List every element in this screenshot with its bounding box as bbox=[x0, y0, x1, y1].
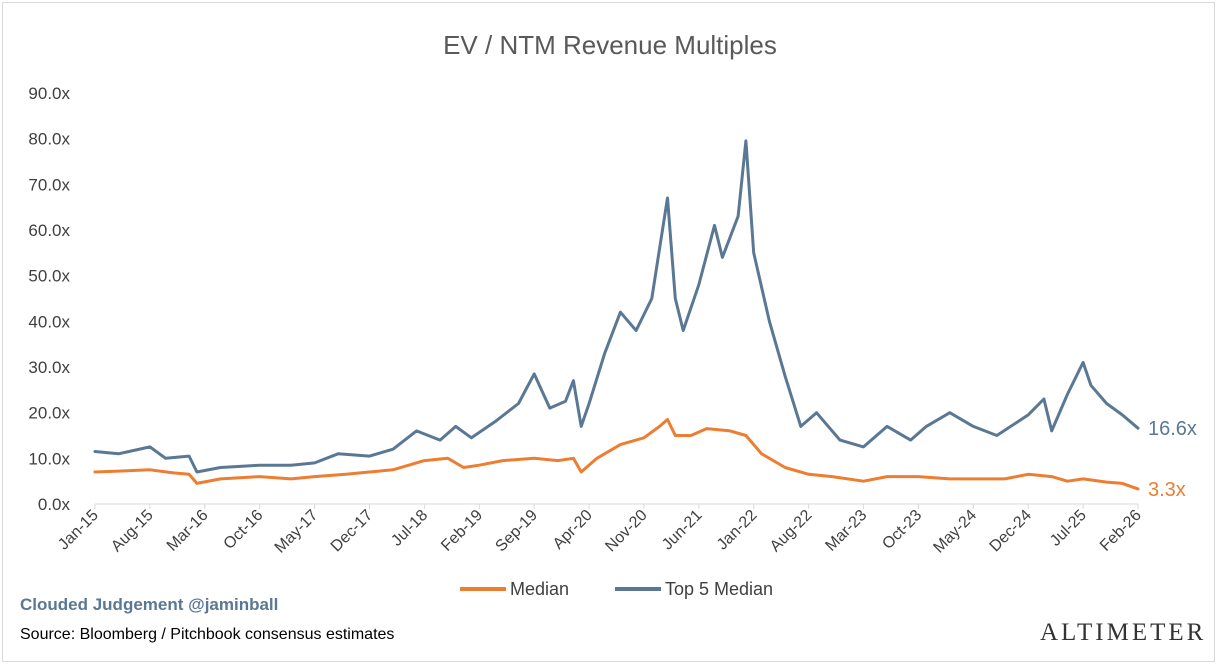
legend: Median Top 5 Median bbox=[460, 579, 773, 599]
x-tick-label: Dec-17 bbox=[328, 507, 377, 556]
x-tick-label: Jan-22 bbox=[714, 507, 761, 554]
x-tick-label: Sep-19 bbox=[492, 507, 541, 556]
x-tick-label: Aug-22 bbox=[767, 507, 816, 556]
altimeter-logo: ALTIMETER bbox=[1040, 619, 1207, 646]
x-tick-label: Nov-20 bbox=[602, 507, 651, 556]
x-tick-label: Feb-19 bbox=[438, 507, 486, 555]
x-tick-label: May-17 bbox=[272, 507, 322, 557]
end-label-median: 3.3x bbox=[1148, 479, 1186, 501]
y-tick-label: 50.0x bbox=[28, 267, 70, 286]
x-tick-label: Jul-25 bbox=[1047, 507, 1090, 550]
x-tick-label: Feb-26 bbox=[1097, 507, 1145, 555]
series-line-top5-median bbox=[93, 139, 1140, 474]
brand-text: Clouded Judgement @jaminball bbox=[20, 595, 279, 614]
x-tick-label: Jul-18 bbox=[388, 507, 431, 550]
x-tick-label: Dec-24 bbox=[987, 507, 1036, 556]
x-tick-label: Mar-23 bbox=[822, 507, 870, 555]
x-tick-label: May-24 bbox=[930, 507, 980, 557]
plot-area bbox=[93, 139, 1140, 491]
y-tick-label: 70.0x bbox=[28, 175, 70, 194]
y-tick-label: 30.0x bbox=[28, 358, 70, 377]
x-axis: Jan-15 Aug-15 Mar-16 Oct-16 May-17 Dec-17 Jul-… bbox=[55, 504, 1145, 557]
legend-label-median: Median bbox=[510, 579, 569, 599]
x-tick-label: Aug-15 bbox=[108, 507, 157, 556]
y-tick-label: 10.0x bbox=[28, 449, 70, 468]
x-tick-label: Oct-16 bbox=[221, 507, 267, 553]
x-tick-label: Mar-16 bbox=[164, 507, 212, 555]
x-tick-label: Oct-23 bbox=[879, 507, 925, 553]
y-tick-label: 40.0x bbox=[28, 312, 70, 331]
y-tick-label: 90.0x bbox=[28, 84, 70, 103]
y-tick-label: 60.0x bbox=[28, 221, 70, 240]
chart-title: EV / NTM Revenue Multiples bbox=[443, 30, 777, 60]
series-line-median bbox=[93, 418, 1140, 491]
legend-label-top5-median: Top 5 Median bbox=[665, 579, 773, 599]
y-tick-label: 80.0x bbox=[28, 130, 70, 149]
y-tick-label: 0.0x bbox=[38, 495, 71, 514]
y-axis: 0.0x 10.0x 20.0x 30.0x 40.0x 50.0x 60.0x 70.0x 8… bbox=[28, 84, 70, 514]
x-tick-label: Jun-21 bbox=[659, 507, 706, 554]
end-label-top5-median: 16.6x bbox=[1148, 418, 1197, 440]
x-tick-label: Apr-20 bbox=[550, 507, 596, 553]
source-text: Source: Bloomberg / Pitchbook consensus … bbox=[20, 626, 395, 643]
y-tick-label: 20.0x bbox=[28, 404, 70, 423]
end-labels: 3.3x 16.6x bbox=[1148, 418, 1197, 501]
